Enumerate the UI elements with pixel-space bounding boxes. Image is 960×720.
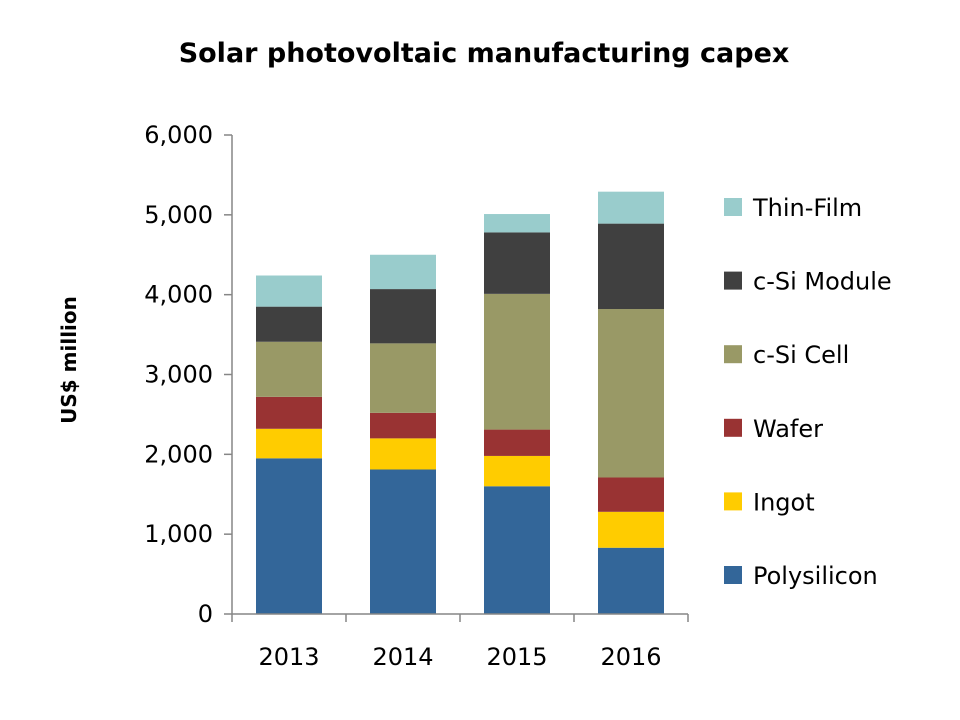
y-tick-label: 6,000 bbox=[144, 121, 213, 149]
x-tick-label: 2014 bbox=[372, 643, 433, 671]
legend-item-polysilicon: Polysilicon bbox=[724, 562, 878, 590]
bar-segment-thin-film-2016 bbox=[598, 191, 664, 224]
chart-title: Solar photovoltaic manufacturing capex bbox=[179, 38, 790, 69]
x-axis: 2013 2014 2015 2016 bbox=[231, 614, 689, 671]
bar-segment-c-si-module-2014 bbox=[370, 289, 436, 344]
bar-segment-polysilicon-2014 bbox=[370, 469, 436, 614]
bar-segment-wafer-2016 bbox=[598, 477, 664, 512]
x-tick-label: 2015 bbox=[486, 643, 547, 671]
y-tick-label: 2,000 bbox=[144, 440, 213, 468]
bar-segment-thin-film-2015 bbox=[484, 214, 550, 233]
legend-swatch bbox=[724, 492, 742, 511]
bar-segment-ingot-2015 bbox=[484, 455, 550, 487]
y-axis-label: US$ million bbox=[57, 296, 81, 424]
legend-swatch bbox=[724, 271, 742, 290]
legend-label: Polysilicon bbox=[753, 562, 878, 590]
y-tick-label: 1,000 bbox=[144, 520, 213, 548]
legend-swatch bbox=[724, 566, 742, 584]
legend: Thin-Film c-Si Module c-Si Cell Wafer Ingot P… bbox=[724, 194, 892, 590]
y-tick-label: 0 bbox=[198, 600, 213, 628]
bar-segment-wafer-2015 bbox=[484, 429, 550, 456]
bar-segment-ingot-2013 bbox=[256, 428, 322, 459]
y-tick-label: 4,000 bbox=[144, 281, 213, 309]
y-axis: 0 1,000 2,000 3,000 4,000 5,000 6,000 bbox=[144, 121, 232, 628]
bar-segment-thin-film-2014 bbox=[370, 254, 436, 290]
legend-item-c-si-cell: c-Si Cell bbox=[724, 341, 849, 369]
y-tick-label: 3,000 bbox=[144, 361, 213, 389]
legend-label: c-Si Cell bbox=[753, 341, 849, 369]
y-tick-label: 5,000 bbox=[144, 201, 213, 229]
legend-label: Wafer bbox=[753, 415, 823, 443]
bar-segment-c-si-module-2015 bbox=[484, 232, 550, 294]
bar-segment-polysilicon-2015 bbox=[484, 486, 550, 614]
legend-swatch bbox=[724, 418, 742, 437]
bar-segment-thin-film-2013 bbox=[256, 275, 322, 307]
bar-segment-wafer-2014 bbox=[370, 412, 436, 439]
bars-group bbox=[256, 191, 664, 614]
bar-segment-ingot-2014 bbox=[370, 438, 436, 470]
x-tick-label: 2016 bbox=[600, 643, 661, 671]
legend-item-ingot: Ingot bbox=[724, 488, 815, 516]
bar-segment-c-si-cell-2016 bbox=[598, 309, 664, 478]
legend-item-wafer: Wafer bbox=[724, 415, 823, 443]
bar-segment-c-si-cell-2013 bbox=[256, 341, 322, 397]
legend-swatch bbox=[724, 198, 742, 216]
x-tick-label: 2013 bbox=[258, 643, 319, 671]
bar-segment-c-si-cell-2014 bbox=[370, 343, 436, 413]
bar-segment-polysilicon-2013 bbox=[256, 458, 322, 614]
bar-segment-wafer-2013 bbox=[256, 396, 322, 429]
legend-label: c-Si Module bbox=[753, 268, 892, 296]
bar-segment-polysilicon-2016 bbox=[598, 547, 664, 614]
bar-segment-c-si-cell-2015 bbox=[484, 293, 550, 430]
bar-segment-c-si-module-2016 bbox=[598, 223, 664, 310]
legend-item-thin-film: Thin-Film bbox=[724, 194, 862, 222]
legend-swatch bbox=[724, 345, 742, 364]
legend-label: Thin-Film bbox=[752, 194, 862, 222]
legend-item-c-si-module: c-Si Module bbox=[724, 268, 892, 296]
bar-segment-c-si-module-2013 bbox=[256, 306, 322, 342]
bar-segment-ingot-2016 bbox=[598, 511, 664, 548]
legend-label: Ingot bbox=[753, 488, 815, 516]
